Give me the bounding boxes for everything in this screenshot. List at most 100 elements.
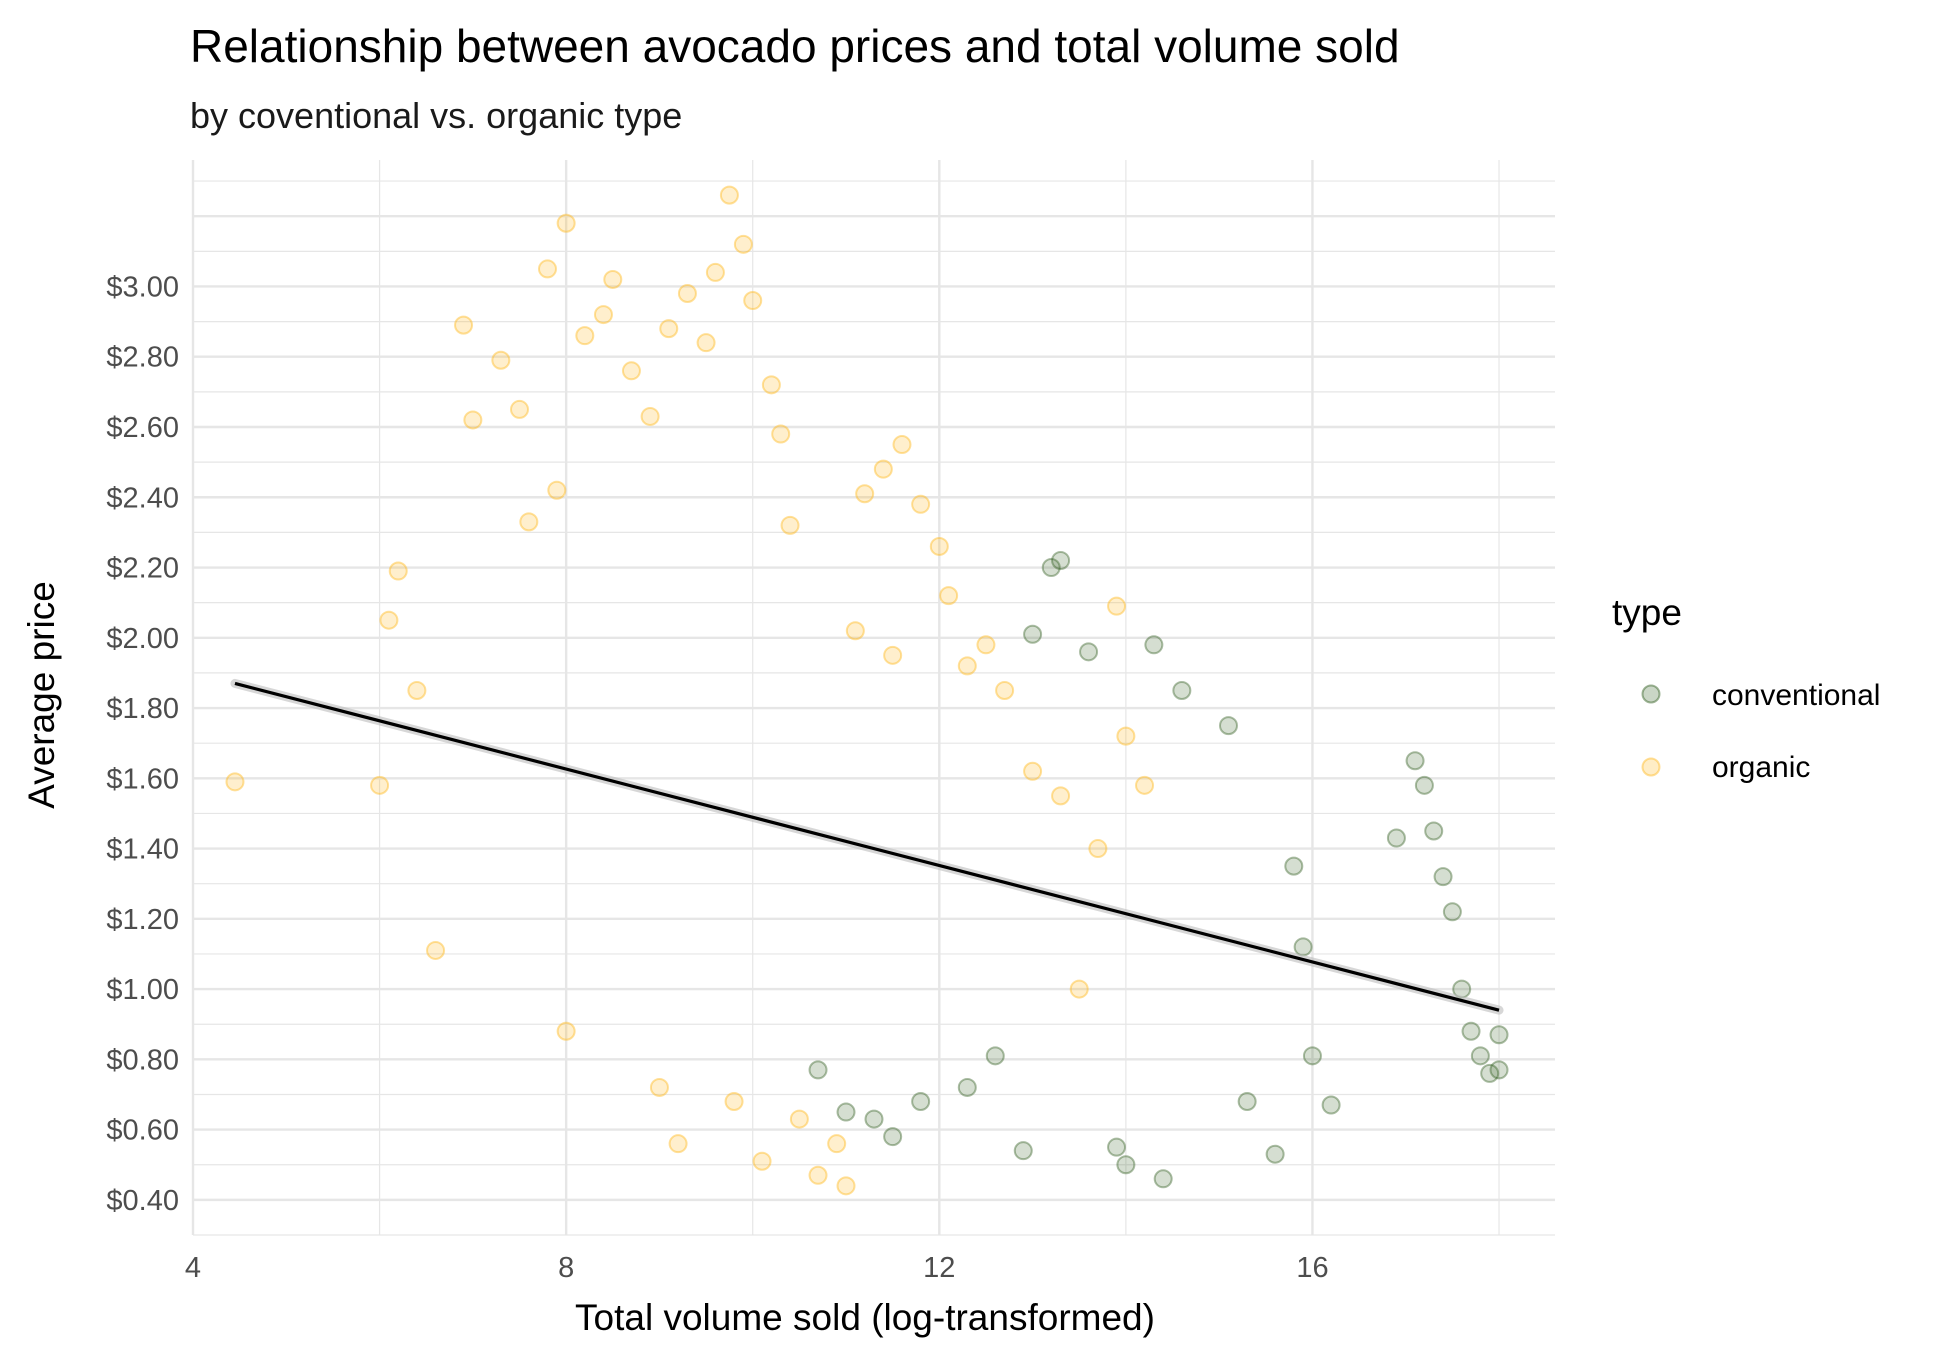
data-point-organic (733, 234, 753, 254)
data-point-organic (668, 1134, 688, 1154)
data-point-conventional (1144, 635, 1164, 655)
data-point-conventional (1480, 1063, 1500, 1083)
data-point-organic (1023, 761, 1043, 781)
data-point-conventional (1414, 775, 1434, 795)
data-point-organic (705, 262, 725, 282)
y-axis-ticks: $0.40 $0.60 $0.80 $1.00 $1.20 $1.40 $1.60 $1.80… (106, 271, 179, 1216)
chart-subtitle: by coventional vs. organic type (190, 95, 682, 136)
data-point-organic (761, 375, 781, 395)
data-point-conventional (864, 1109, 884, 1129)
data-point-organic (556, 213, 576, 233)
data-point-conventional (883, 1127, 903, 1147)
data-point-organic (808, 1165, 828, 1185)
data-point-conventional (1153, 1169, 1173, 1189)
data-point-conventional (1470, 1046, 1490, 1066)
data-point-organic (789, 1109, 809, 1129)
data-point-organic (957, 656, 977, 676)
data-point-conventional (1041, 558, 1061, 578)
data-point-organic (1088, 839, 1108, 859)
data-point-organic (995, 680, 1015, 700)
data-point-conventional (1461, 1021, 1481, 1041)
data-point-organic (593, 305, 613, 325)
data-point-organic (463, 410, 483, 430)
data-point-conventional (1284, 856, 1304, 876)
y-tick-label: $0.80 (106, 1044, 179, 1076)
x-tick-label: 16 (1296, 1252, 1328, 1284)
data-point-organic (454, 315, 474, 335)
data-point-organic (491, 350, 511, 370)
data-point-organic (426, 940, 446, 960)
y-tick-label: $1.00 (106, 974, 179, 1006)
data-point-conventional (1489, 1025, 1509, 1045)
data-point-conventional (911, 1092, 931, 1112)
data-point-conventional (1293, 937, 1313, 957)
y-tick-label: $0.60 (106, 1115, 179, 1147)
data-point-organic (1051, 786, 1071, 806)
data-point-conventional (1079, 642, 1099, 662)
data-points (225, 185, 1509, 1196)
x-axis-title: Total volume sold (log-transformed) (575, 1297, 1155, 1338)
data-point-organic (1107, 596, 1127, 616)
trend-line-group (230, 678, 1504, 1015)
data-point-organic (1116, 726, 1136, 746)
data-point-conventional (1237, 1092, 1257, 1112)
data-point-conventional (1218, 716, 1238, 736)
data-point-organic (836, 1176, 856, 1196)
trend-line (234, 681, 1500, 1012)
data-point-organic (724, 1092, 744, 1112)
legend-key-organic (1641, 757, 1661, 777)
x-tick-label: 8 (558, 1252, 574, 1284)
data-point-organic (976, 635, 996, 655)
y-axis-title: Average price (21, 581, 62, 809)
data-point-conventional (808, 1060, 828, 1080)
data-point-organic (827, 1134, 847, 1154)
data-point-organic (752, 1151, 772, 1171)
data-point-organic (873, 459, 893, 479)
legend-label-conventional: conventional (1712, 679, 1880, 712)
data-point-conventional (985, 1046, 1005, 1066)
data-point-conventional (957, 1077, 977, 1097)
data-point-organic (537, 259, 557, 279)
data-point-organic (696, 333, 716, 353)
data-point-conventional (1489, 1060, 1509, 1080)
data-point-organic (911, 494, 931, 514)
legend: type conventional organic (1612, 592, 1880, 784)
legend-label-organic: organic (1712, 751, 1810, 784)
legend-title: type (1612, 592, 1682, 633)
data-point-organic (225, 772, 245, 792)
data-point-conventional (1013, 1141, 1033, 1161)
y-tick-label: $2.20 (106, 553, 179, 585)
data-point-conventional (1405, 751, 1425, 771)
data-point-organic (743, 291, 763, 311)
data-point-organic (929, 536, 949, 556)
x-tick-label: 4 (185, 1252, 201, 1284)
y-tick-label: $1.60 (106, 763, 179, 795)
y-tick-label: $0.40 (106, 1185, 179, 1217)
data-point-conventional (1116, 1155, 1136, 1175)
data-point-organic (575, 326, 595, 346)
y-tick-label: $1.80 (106, 693, 179, 725)
data-point-organic (892, 435, 912, 455)
data-point-organic (370, 775, 390, 795)
data-point-conventional (1321, 1095, 1341, 1115)
y-tick-label: $2.40 (106, 482, 179, 514)
data-point-organic (603, 269, 623, 289)
data-point-conventional (1107, 1137, 1127, 1157)
chart-title: Relationship between avocado prices and … (190, 20, 1400, 72)
data-point-organic (379, 610, 399, 630)
data-point-organic (719, 185, 739, 205)
x-tick-label: 12 (923, 1252, 955, 1284)
y-tick-label: $2.00 (106, 623, 179, 655)
data-point-organic (1069, 979, 1089, 999)
data-point-organic (649, 1077, 669, 1097)
y-tick-label: $3.00 (106, 271, 179, 303)
y-tick-label: $2.60 (106, 412, 179, 444)
data-point-organic (855, 484, 875, 504)
data-point-organic (547, 480, 567, 500)
data-point-conventional (1424, 821, 1444, 841)
data-point-organic (556, 1021, 576, 1041)
legend-key-conventional (1641, 684, 1661, 704)
data-point-conventional (1023, 624, 1043, 644)
data-point-conventional (1051, 550, 1071, 570)
